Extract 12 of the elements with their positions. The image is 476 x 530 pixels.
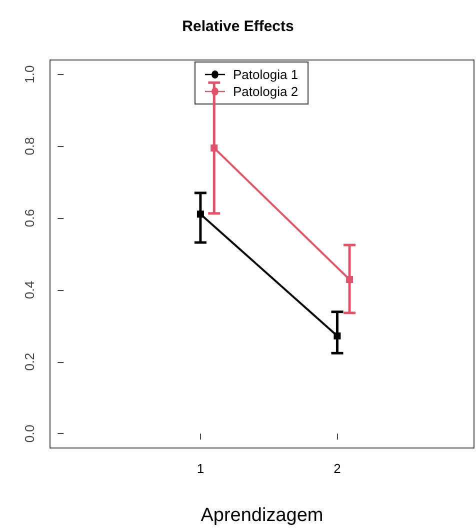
legend-label: Patologia 1	[233, 67, 298, 82]
x-tick-label: 1	[196, 461, 204, 476]
y-tick-label: 0.4	[22, 280, 37, 299]
chart-title: Relative Effects	[182, 18, 294, 35]
legend-label: Patologia 2	[233, 84, 298, 99]
x-tick-label: 2	[334, 461, 341, 476]
y-tick-label: 0.0	[22, 424, 37, 443]
y-tick-label: 0.6	[22, 209, 37, 228]
y-tick-label: 0.2	[22, 352, 37, 371]
y-tick-label: 0.8	[22, 137, 37, 156]
x-axis-title: Aprendizagem	[200, 505, 324, 526]
y-tick-label: 1.0	[22, 65, 37, 84]
